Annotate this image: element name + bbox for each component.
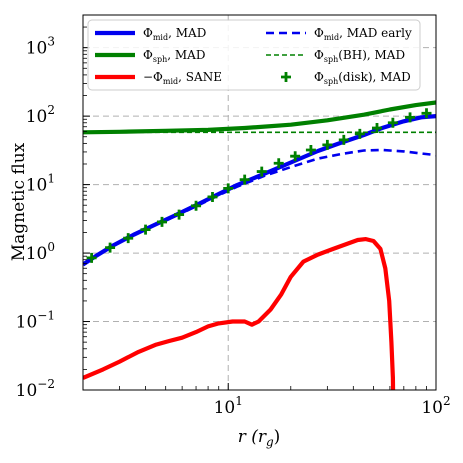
y-tick-label: 102 — [26, 103, 55, 127]
data-point-marker — [140, 224, 151, 235]
data-point-marker — [405, 112, 416, 123]
plot-frame — [82, 14, 437, 391]
legend-item: Φsph(BH), MAD — [266, 48, 405, 64]
legend-item: Φsph(disk), MAD — [281, 70, 411, 86]
data-point-marker — [86, 252, 97, 263]
data-point-marker — [387, 117, 398, 128]
y-tick-label: 10−1 — [16, 309, 55, 333]
x-axis-label-close: ) — [274, 427, 281, 447]
x-axis-label-main: r (r — [238, 427, 267, 447]
data-point-marker — [239, 174, 250, 185]
data-point-marker — [290, 151, 301, 162]
legend-item: Φsph, MAD — [95, 48, 205, 64]
series-phi-mid-mad-early-line — [83, 148, 436, 266]
data-point-marker — [174, 209, 185, 220]
legend-label: Φmid, MAD — [143, 26, 206, 42]
y-tick-label: 101 — [26, 172, 55, 196]
data-point-marker — [223, 183, 234, 194]
legend-label: Φmid, MAD early — [314, 26, 412, 42]
data-point-marker — [322, 139, 333, 150]
data-point-marker — [273, 158, 284, 169]
data-point-marker — [305, 145, 316, 156]
y-tick-label: 10−2 — [16, 377, 55, 401]
ticks: 101 102 10−2 10−1 100 101 102 103 — [16, 26, 451, 418]
y-tick-label: 100 — [26, 240, 55, 264]
x-axis-label: r (rg) — [238, 427, 281, 449]
data-point-marker — [207, 191, 218, 202]
data-point-marker — [371, 123, 382, 134]
series-phi-sph-mad-line — [83, 100, 436, 135]
legend-item: Φmid, MAD — [95, 26, 206, 42]
data-point-marker — [256, 166, 267, 177]
data-point-marker — [156, 216, 167, 227]
x-tick-label: 101 — [214, 394, 243, 418]
legend-label: Φsph, MAD — [143, 48, 205, 64]
legend-marker — [281, 72, 291, 82]
data-point-marker — [421, 108, 432, 119]
data-point-marker — [105, 242, 116, 253]
data-point-marker — [123, 233, 134, 244]
data-point-marker — [191, 200, 202, 211]
y-tick-label: 103 — [26, 35, 55, 59]
legend-label: Φsph(BH), MAD — [314, 48, 405, 64]
legend-label: −Φmid, SANE — [143, 70, 222, 86]
y-axis-label: Magnetic flux — [9, 142, 29, 261]
series-negphi-mid-sane-line — [83, 237, 396, 390]
legend: Φmid, MAD Φmid, MAD early Φsph, MAD Φsph(BH… — [87, 19, 421, 91]
legend-box — [87, 19, 421, 91]
series-phi-sph-disk-mad — [86, 108, 432, 263]
data-point-marker — [354, 128, 365, 139]
legend-item: Φmid, MAD early — [266, 26, 412, 42]
series-layer — [83, 100, 436, 390]
x-axis-label-sub: g — [266, 435, 274, 449]
data-point-marker — [338, 134, 349, 145]
legend-item: −Φmid, SANE — [95, 70, 222, 86]
x-tick-label: 102 — [421, 394, 450, 418]
legend-label: Φsph(disk), MAD — [314, 70, 411, 86]
